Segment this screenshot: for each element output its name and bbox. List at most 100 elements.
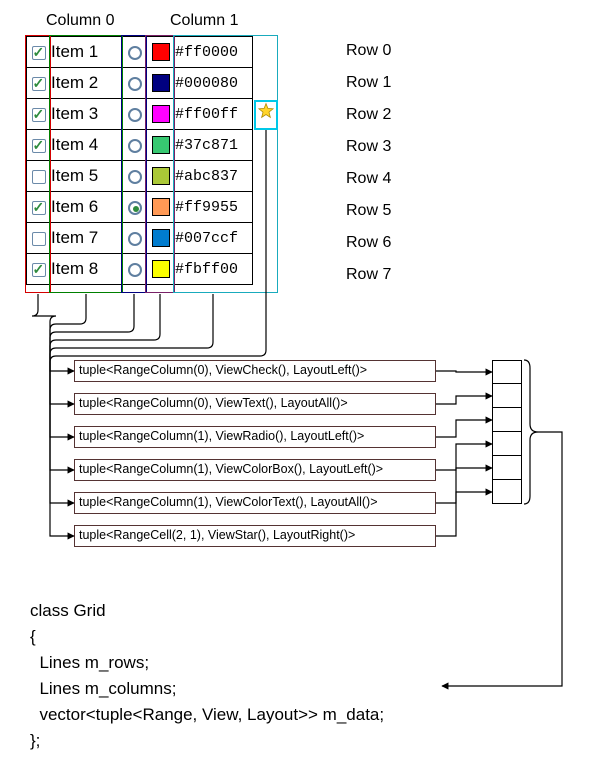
row-label: Row 3 bbox=[346, 138, 391, 156]
radio-cell[interactable] bbox=[123, 192, 147, 223]
star-cell bbox=[254, 100, 278, 130]
hex-cell: #fbff00 bbox=[175, 254, 253, 285]
color-swatch bbox=[152, 260, 170, 278]
radio-icon bbox=[128, 170, 142, 184]
check-cell[interactable] bbox=[27, 254, 51, 285]
radio-cell[interactable] bbox=[123, 161, 147, 192]
vector-cell bbox=[492, 432, 522, 456]
hex-cell: #37c871 bbox=[175, 130, 253, 161]
radio-icon bbox=[128, 46, 142, 60]
check-cell[interactable] bbox=[27, 99, 51, 130]
tuple-box: tuple<RangeColumn(1), ViewColorBox(), La… bbox=[74, 459, 436, 481]
radio-icon bbox=[128, 201, 142, 215]
table-row: Item 3 #ff00ff bbox=[27, 99, 253, 130]
table-row: Item 8 #fbff00 bbox=[27, 254, 253, 285]
radio-icon bbox=[128, 263, 142, 277]
item-cell: Item 5 bbox=[51, 161, 123, 192]
vector-cell bbox=[492, 384, 522, 408]
table-row: Item 6 #ff9955 bbox=[27, 192, 253, 223]
vector-cell bbox=[492, 480, 522, 504]
col1-header: Column 1 bbox=[170, 12, 238, 30]
vector-cell bbox=[492, 456, 522, 480]
table-row: Item 7 #007ccf bbox=[27, 223, 253, 254]
grid: Item 1#ff0000Item 2#000080Item 3#ff00ffI… bbox=[26, 36, 253, 285]
check-cell[interactable] bbox=[27, 161, 51, 192]
col0-header: Column 0 bbox=[46, 12, 114, 30]
code-l6: }; bbox=[30, 731, 40, 750]
hex-cell: #007ccf bbox=[175, 223, 253, 254]
grid-table: Item 1#ff0000Item 2#000080Item 3#ff00ffI… bbox=[26, 36, 253, 285]
radio-icon bbox=[128, 108, 142, 122]
item-cell: Item 3 bbox=[51, 99, 123, 130]
code-l5: vector<tuple<Range, View, Layout>> m_dat… bbox=[30, 705, 384, 724]
checkbox-icon bbox=[32, 232, 46, 246]
item-cell: Item 7 bbox=[51, 223, 123, 254]
hex-cell: #ff9955 bbox=[175, 192, 253, 223]
item-cell: Item 2 bbox=[51, 68, 123, 99]
item-cell: Item 6 bbox=[51, 192, 123, 223]
hex-cell: #ff0000 bbox=[175, 37, 253, 68]
check-cell[interactable] bbox=[27, 130, 51, 161]
color-swatch bbox=[152, 43, 170, 61]
code-l1: class Grid bbox=[30, 601, 106, 620]
radio-cell[interactable] bbox=[123, 130, 147, 161]
check-cell[interactable] bbox=[27, 192, 51, 223]
checkbox-icon bbox=[32, 170, 46, 184]
code-l2: { bbox=[30, 627, 36, 646]
item-cell: Item 4 bbox=[51, 130, 123, 161]
hex-cell: #abc837 bbox=[175, 161, 253, 192]
color-swatch bbox=[152, 136, 170, 154]
tuple-box: tuple<RangeColumn(0), ViewText(), Layout… bbox=[74, 393, 436, 415]
swatch-cell bbox=[147, 192, 175, 223]
radio-cell[interactable] bbox=[123, 37, 147, 68]
item-cell: Item 1 bbox=[51, 37, 123, 68]
row-label: Row 1 bbox=[346, 74, 391, 92]
star-icon bbox=[257, 102, 275, 120]
swatch-cell bbox=[147, 130, 175, 161]
diagram-stage: Column 0 Column 1 Item 1 #ff0000 Item 2 #00… bbox=[12, 12, 588, 735]
checkbox-icon bbox=[32, 201, 46, 215]
code-l3: Lines m_rows; bbox=[30, 653, 149, 672]
tuple-box: tuple<RangeColumn(1), ViewRadio(), Layou… bbox=[74, 426, 436, 448]
table-row: Item 4 #37c871 bbox=[27, 130, 253, 161]
hex-cell: #ff00ff bbox=[175, 99, 253, 130]
radio-icon bbox=[128, 139, 142, 153]
radio-icon bbox=[128, 232, 142, 246]
radio-cell[interactable] bbox=[123, 223, 147, 254]
check-cell[interactable] bbox=[27, 37, 51, 68]
row-label: Row 4 bbox=[346, 170, 391, 188]
item-cell: Item 8 bbox=[51, 254, 123, 285]
radio-cell[interactable] bbox=[123, 68, 147, 99]
hex-cell: #000080 bbox=[175, 68, 253, 99]
check-cell[interactable] bbox=[27, 223, 51, 254]
row-label: Row 2 bbox=[346, 106, 391, 124]
color-swatch bbox=[152, 198, 170, 216]
table-row: Item 2 #000080 bbox=[27, 68, 253, 99]
swatch-cell bbox=[147, 223, 175, 254]
radio-icon bbox=[128, 77, 142, 91]
tuple-box: tuple<RangeColumn(1), ViewColorText(), L… bbox=[74, 492, 436, 514]
swatch-cell bbox=[147, 68, 175, 99]
row-label: Row 6 bbox=[346, 234, 391, 252]
table-row: Item 5 #abc837 bbox=[27, 161, 253, 192]
tuple-box: tuple<RangeColumn(0), ViewCheck(), Layou… bbox=[74, 360, 436, 382]
vector-cell bbox=[492, 408, 522, 432]
swatch-cell bbox=[147, 254, 175, 285]
code-block: class Grid { Lines m_rows; Lines m_colum… bbox=[30, 572, 384, 780]
radio-cell[interactable] bbox=[123, 254, 147, 285]
swatch-cell bbox=[147, 99, 175, 130]
color-swatch bbox=[152, 74, 170, 92]
radio-cell[interactable] bbox=[123, 99, 147, 130]
swatch-cell bbox=[147, 161, 175, 192]
checkbox-icon bbox=[32, 263, 46, 277]
vector-cell bbox=[492, 360, 522, 384]
tuple-box: tuple<RangeCell(2, 1), ViewStar(), Layou… bbox=[74, 525, 436, 547]
table-row: Item 1 #ff0000 bbox=[27, 37, 253, 68]
code-l4: Lines m_columns; bbox=[30, 679, 176, 698]
checkbox-icon bbox=[32, 139, 46, 153]
check-cell[interactable] bbox=[27, 68, 51, 99]
swatch-cell bbox=[147, 37, 175, 68]
checkbox-icon bbox=[32, 77, 46, 91]
color-swatch bbox=[152, 167, 170, 185]
color-swatch bbox=[152, 229, 170, 247]
